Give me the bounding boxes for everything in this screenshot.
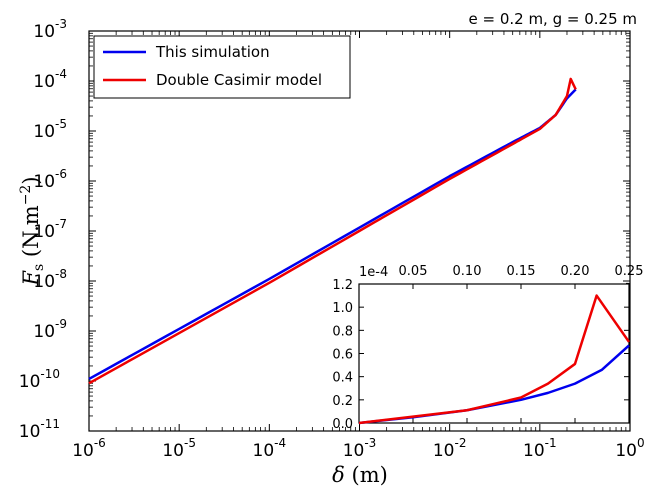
inset-y-tick-label: 0.2 (332, 394, 353, 409)
inset-y-tick-label: 0.0 (332, 417, 353, 432)
x-tick-label: 10-5 (162, 436, 196, 461)
legend: This simulation Double Casimir model (93, 35, 351, 99)
inset-x-tick-label: 0.20 (561, 264, 590, 279)
main-axis-ticks: 10-6 10-5 10-4 10-3 10-2 10-1 100 10-11 10-10 10-… (19, 17, 645, 461)
x-tick-label: 10-3 (343, 436, 377, 461)
inset-y-tick-label: 0.4 (332, 371, 353, 386)
inset-x-tick-label: 0.10 (453, 264, 482, 279)
x-tick-label: 10-4 (253, 436, 287, 461)
y-tick-label: 10-10 (19, 367, 60, 392)
inset-x-tick-label: 0.05 (399, 264, 428, 279)
inset-series-lines (358, 294, 631, 425)
inset-y-tick-label: 1.0 (332, 301, 353, 316)
y-tick-label: 10-4 (33, 67, 67, 92)
inset-plot-area (358, 283, 630, 424)
y-tick-label: 10-8 (33, 267, 67, 292)
inset-y-multiplier: 1e-4 (359, 265, 388, 280)
y-axis-label: Fs (N.m−2) (18, 176, 47, 286)
inset-y-tick-label: 0.8 (332, 324, 353, 339)
inset-x-tick-label: 0.15 (507, 264, 536, 279)
x-axis-label: δ (m) (332, 463, 388, 487)
main-series-lines (88, 77, 577, 385)
y-tick-label: 10-3 (33, 17, 67, 42)
parameter-annotation: e = 0.2 m, g = 0.25 m (468, 10, 637, 28)
inset-line-casimir (358, 294, 631, 425)
y-tick-label: 10-5 (33, 117, 67, 142)
x-tick-label: 10-6 (72, 436, 106, 461)
inset-y-tick-label: 0.6 (332, 348, 353, 363)
x-tick-label: 10-2 (433, 436, 467, 461)
legend-label-casimir: Double Casimir model (156, 71, 322, 89)
y-tick-label: 10-9 (33, 317, 67, 342)
y-tick-label: 10-11 (19, 417, 60, 442)
legend-label-simulation: This simulation (155, 43, 270, 61)
series-line-casimir (88, 77, 577, 385)
x-tick-label: 10-1 (523, 436, 557, 461)
y-tick-label: 10-7 (33, 217, 67, 242)
inset-x-tick-label: 0.25 (615, 264, 644, 279)
inset-axis-ticks: 0.05 0.10 0.15 0.20 0.25 0.0 0.2 0.4 0.6 0.8 1.0 1.… (332, 264, 643, 432)
legend-box (93, 35, 351, 99)
x-tick-label: 100 (615, 436, 644, 461)
inset-y-tick-label: 1.2 (332, 278, 353, 293)
y-tick-label: 10-6 (33, 167, 67, 192)
inset-chart: 1e-4 0.05 0.10 0.15 0.20 0.25 0.0 0.2 0.4 0.6 0.8… (332, 264, 643, 432)
